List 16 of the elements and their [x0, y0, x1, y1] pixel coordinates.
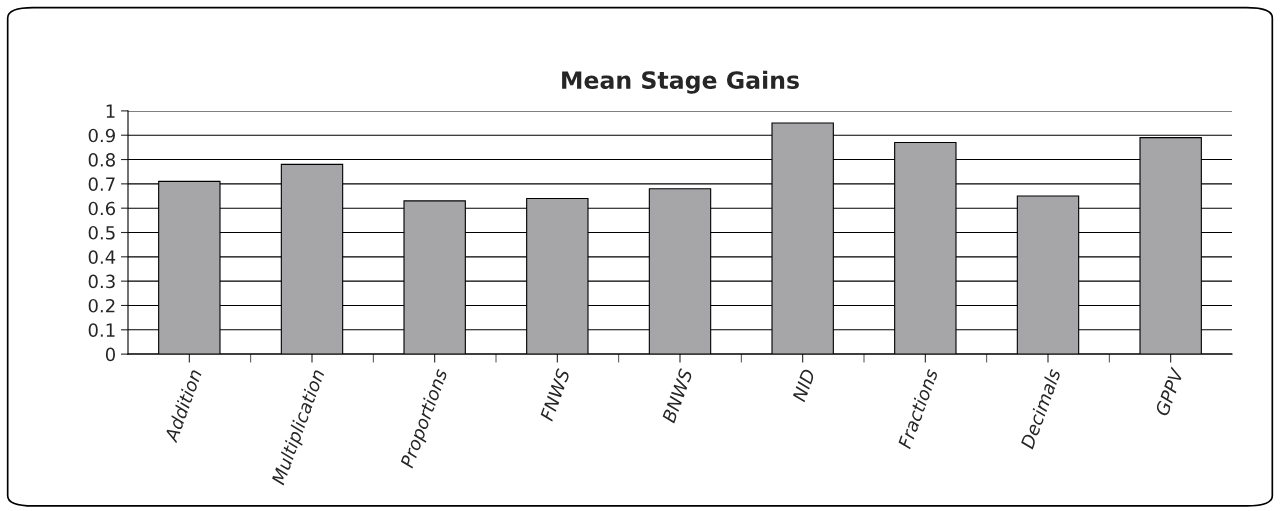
y-tick-label: 0.9	[88, 128, 115, 143]
x-tick-label: BNWS	[661, 367, 693, 424]
y-tick-label: 0.6	[88, 201, 116, 216]
x-tick-label: NID	[792, 368, 816, 403]
y-tick-label: 0	[105, 347, 115, 362]
chart-title: Mean Stage Gains	[562, 70, 799, 94]
y-tick-label: 0.5	[88, 225, 115, 240]
x-tick-label: FNWS	[539, 367, 571, 422]
y-tick-label: 0.3	[88, 274, 115, 289]
y-tick-label: 0.4	[88, 250, 116, 264]
y-tick-label: 0.2	[88, 298, 115, 313]
y-tick-label: 0.7	[88, 177, 115, 191]
y-tick-label: 1	[106, 104, 115, 118]
y-tick-label: 0.1	[88, 323, 115, 337]
x-tick-label: GPPV	[1154, 366, 1185, 417]
y-tick-label: 0.8	[88, 152, 115, 167]
